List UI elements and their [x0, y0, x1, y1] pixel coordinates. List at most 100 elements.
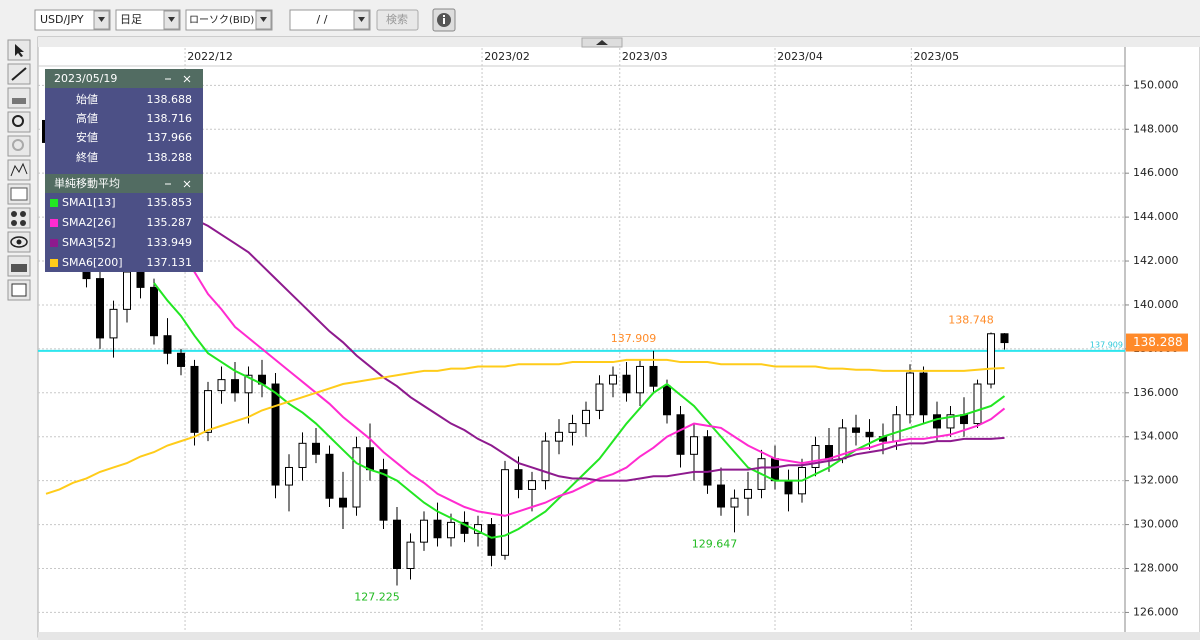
symbol-select[interactable] — [34, 9, 111, 31]
ohlc-label: 安値 — [76, 130, 98, 144]
dot-icon — [20, 220, 26, 226]
y-tick-label: 150.000 — [1133, 78, 1179, 91]
arrow-icon — [98, 17, 105, 22]
tool-column — [7, 39, 31, 301]
candle-body — [636, 365, 644, 394]
candle-body — [312, 442, 320, 455]
info-icon-dot — [443, 15, 445, 17]
dot-icon — [20, 211, 26, 217]
color-tool[interactable] — [7, 207, 31, 229]
candle-body — [217, 379, 226, 392]
y-tick-label: 134.000 — [1133, 430, 1179, 443]
price-annotation: 137.909 — [611, 332, 657, 345]
panel-header — [45, 174, 203, 193]
legend-name: SMA6[200] — [62, 256, 123, 269]
candle-body — [379, 469, 388, 521]
dot-icon — [11, 211, 17, 217]
info-panel: 2023/05/19 始値 高値 安値 終値 138.688 138.716 1… — [45, 69, 203, 272]
sma-line — [45, 358, 1005, 495]
zoom-out-tool[interactable] — [7, 135, 31, 157]
cursor-icon — [15, 44, 24, 57]
legend-value: 137.131 — [147, 256, 193, 269]
candle-body — [676, 414, 685, 455]
pen-icon — [11, 67, 27, 81]
candle-body — [541, 440, 550, 482]
chart-type-select[interactable] — [185, 9, 273, 31]
date-placeholder: / / — [317, 13, 328, 26]
eraser-icon — [12, 98, 26, 104]
candle-body — [285, 466, 293, 486]
candle-body — [163, 335, 172, 354]
eye-icon-pupil — [16, 239, 22, 245]
zoom-icon — [12, 139, 24, 151]
candle-body — [622, 374, 631, 394]
candle-body — [460, 521, 469, 534]
ohlc-value: 137.966 — [147, 131, 193, 144]
candle-body — [946, 414, 955, 429]
price-annotation: 138.748 — [948, 313, 994, 326]
y-tick-label: 132.000 — [1133, 474, 1179, 487]
legend-value: 135.853 — [147, 196, 193, 209]
reference-label: 137.909 — [1090, 340, 1123, 349]
candle-body — [865, 431, 874, 438]
candle-body — [109, 308, 118, 339]
candle-body — [271, 383, 280, 486]
sma-line — [180, 249, 1006, 517]
candle-body — [852, 427, 860, 433]
price-annotation: 127.225 — [354, 591, 400, 604]
ohlc-value: 138.716 — [147, 112, 193, 125]
candle-body — [825, 445, 833, 460]
ohlc-label: 始値 — [76, 92, 98, 106]
x-tick-label: 2023/05 — [913, 50, 959, 63]
scrollbar[interactable] — [38, 632, 1200, 640]
candle-body — [406, 541, 415, 570]
ohlc-value: 138.288 — [147, 151, 193, 164]
legend-swatch — [50, 239, 58, 247]
legend-swatch — [50, 199, 58, 207]
panel-date: 2023/05/19 — [54, 72, 117, 85]
search-button[interactable] — [376, 9, 419, 31]
candle-body — [744, 488, 752, 499]
eye-icon — [10, 236, 28, 248]
candle-body — [784, 480, 793, 495]
candle-body — [568, 423, 577, 433]
indicator-tool[interactable] — [7, 159, 31, 181]
candle-body — [123, 271, 131, 310]
candle-body — [771, 458, 779, 482]
candle-body — [447, 521, 455, 539]
chart-type: ローソク(BID) — [189, 14, 254, 26]
candle-body — [811, 445, 820, 468]
candle-body — [325, 453, 334, 499]
date-input[interactable] — [289, 9, 371, 31]
y-tick-label: 144.000 — [1133, 210, 1179, 223]
legend-swatch — [50, 259, 58, 267]
legend-name: SMA2[26] — [62, 216, 116, 229]
current-price-box — [1126, 333, 1188, 352]
candle-body — [595, 383, 604, 411]
candle-body — [703, 436, 712, 486]
x-tick-label: 2023/04 — [777, 50, 823, 63]
candle-body — [582, 409, 590, 425]
candle-body — [420, 519, 428, 543]
candle-body — [919, 372, 928, 416]
x-tick-label: 2023/02 — [484, 50, 530, 63]
printer-icon — [11, 264, 27, 272]
candle-body — [366, 447, 374, 471]
arrow-icon — [358, 17, 365, 22]
candle-body — [892, 414, 901, 442]
candle-body — [136, 271, 145, 288]
search-label: 検索 — [386, 12, 408, 26]
legend-value: 135.287 — [147, 216, 193, 229]
y-tick-label: 136.000 — [1133, 386, 1179, 399]
legend-value: 133.949 — [147, 236, 193, 249]
candle-body — [973, 383, 982, 425]
zoom-in-tool[interactable] — [7, 111, 31, 133]
candle-body — [339, 497, 347, 508]
arrow-icon — [260, 17, 267, 22]
chart-icon — [10, 162, 28, 177]
legend-swatch — [50, 219, 58, 227]
close-icon[interactable] — [183, 180, 191, 188]
close-icon[interactable] — [183, 75, 191, 83]
dot-icon — [11, 220, 17, 226]
